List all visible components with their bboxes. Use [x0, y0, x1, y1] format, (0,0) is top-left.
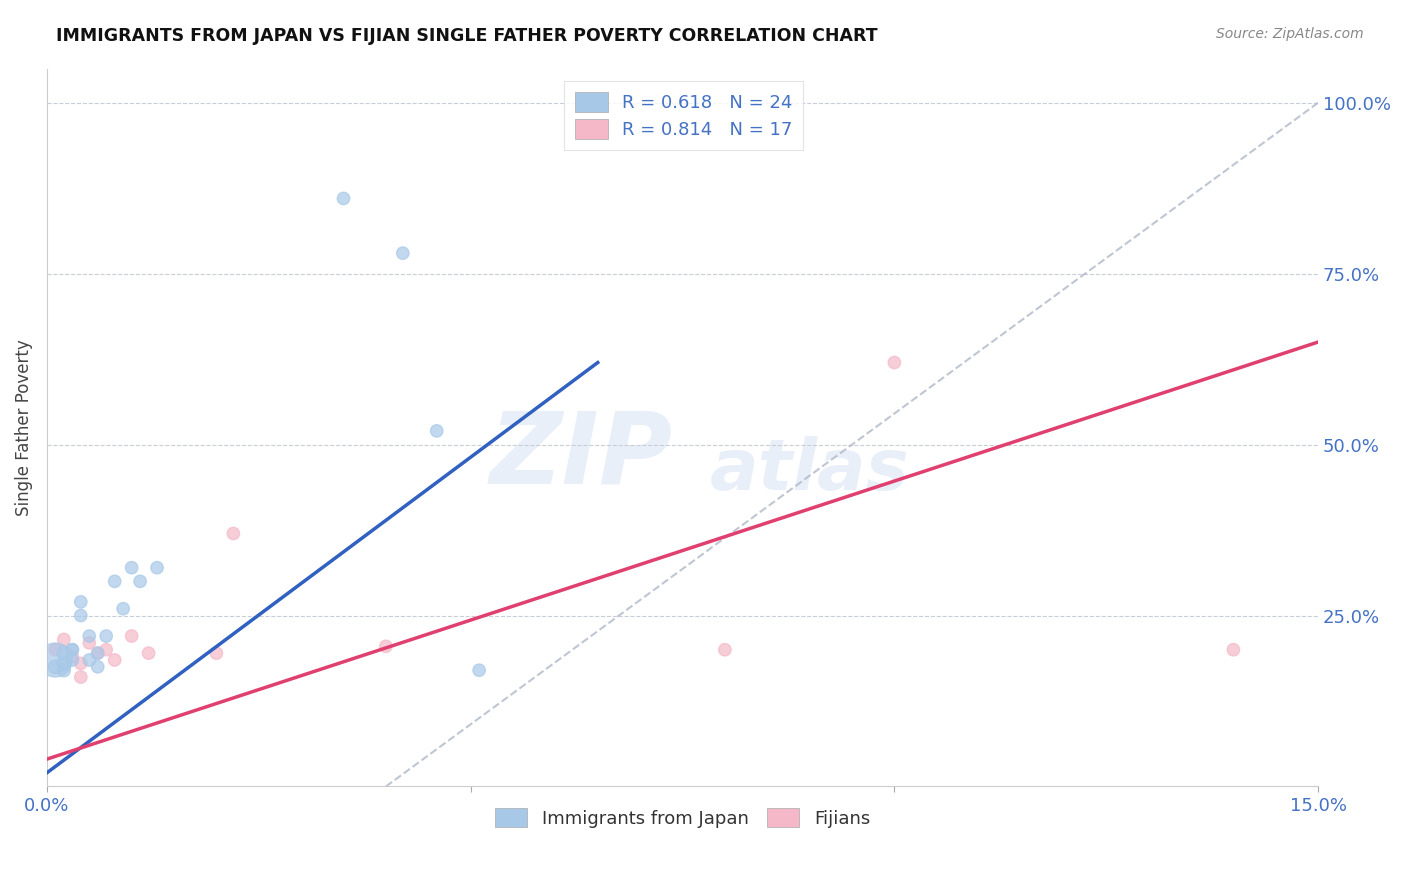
Point: [121, 560, 143, 574]
Point: [374, 640, 396, 654]
Point: [69, 595, 91, 609]
Point: [77, 653, 100, 667]
Legend: Immigrants from Japan, Fijians: Immigrants from Japan, Fijians: [488, 800, 877, 835]
Text: ZIP: ZIP: [489, 408, 672, 505]
Text: atlas: atlas: [710, 436, 910, 505]
Point: [52, 632, 75, 647]
Point: [205, 646, 228, 660]
Point: [714, 642, 737, 657]
Point: [332, 191, 354, 205]
Point: [883, 355, 905, 369]
Point: [129, 574, 152, 589]
Y-axis label: Single Father Poverty: Single Father Poverty: [15, 339, 32, 516]
Point: [60, 653, 83, 667]
Point: [146, 560, 169, 574]
Point: [104, 653, 127, 667]
Text: Source: ZipAtlas.com: Source: ZipAtlas.com: [1216, 27, 1364, 41]
Point: [392, 246, 415, 260]
Text: IMMIGRANTS FROM JAPAN VS FIJIAN SINGLE FATHER POVERTY CORRELATION CHART: IMMIGRANTS FROM JAPAN VS FIJIAN SINGLE F…: [56, 27, 877, 45]
Point: [52, 657, 75, 671]
Point: [87, 646, 110, 660]
Point: [60, 642, 83, 657]
Point: [60, 649, 83, 664]
Point: [96, 629, 118, 643]
Point: [44, 653, 66, 667]
Point: [44, 660, 66, 674]
Point: [112, 601, 135, 615]
Point: [77, 629, 100, 643]
Point: [69, 608, 91, 623]
Point: [104, 574, 127, 589]
Point: [87, 660, 110, 674]
Point: [60, 642, 83, 657]
Point: [138, 646, 160, 660]
Point: [96, 642, 118, 657]
Point: [69, 657, 91, 671]
Point: [121, 629, 143, 643]
Point: [44, 642, 66, 657]
Point: [87, 646, 110, 660]
Point: [69, 670, 91, 684]
Point: [222, 526, 245, 541]
Point: [77, 636, 100, 650]
Point: [426, 424, 449, 438]
Point: [1222, 642, 1244, 657]
Point: [468, 663, 491, 677]
Point: [52, 663, 75, 677]
Point: [52, 646, 75, 660]
